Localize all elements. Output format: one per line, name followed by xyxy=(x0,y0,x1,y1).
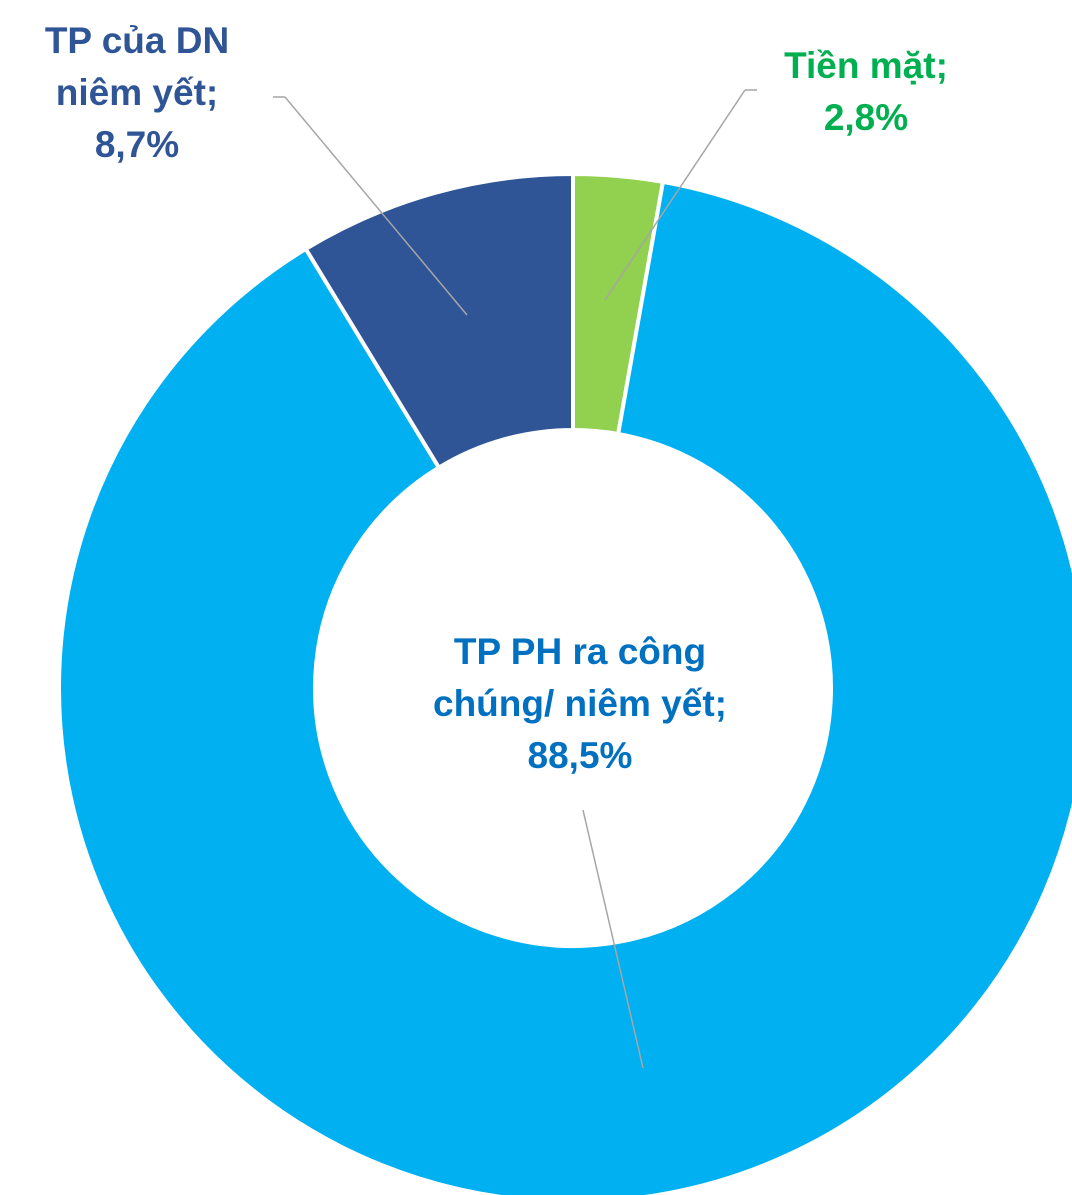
value-label: 8,7% xyxy=(94,124,180,165)
value-label: 88,5% xyxy=(527,735,633,776)
slice xyxy=(56,179,1072,1195)
data-label: TP của DN niêm yết; 8,7% xyxy=(27,15,247,171)
category-label: TP của DN niêm yết; xyxy=(44,20,230,113)
leader-line xyxy=(284,96,468,316)
category-label: Tiền mặt; xyxy=(784,45,948,86)
leader-line xyxy=(604,89,746,301)
slices xyxy=(56,171,1072,1195)
leader-line xyxy=(582,809,644,1069)
category-label: TP PH ra công chúng/ niêm yết; xyxy=(433,631,727,724)
data-label: TP PH ra công chúng/ niêm yết; 88,5% xyxy=(420,626,740,782)
value-label: 2,8% xyxy=(823,97,909,138)
data-label: Tiền mặt; 2,8% xyxy=(756,40,976,144)
slice xyxy=(303,171,575,471)
